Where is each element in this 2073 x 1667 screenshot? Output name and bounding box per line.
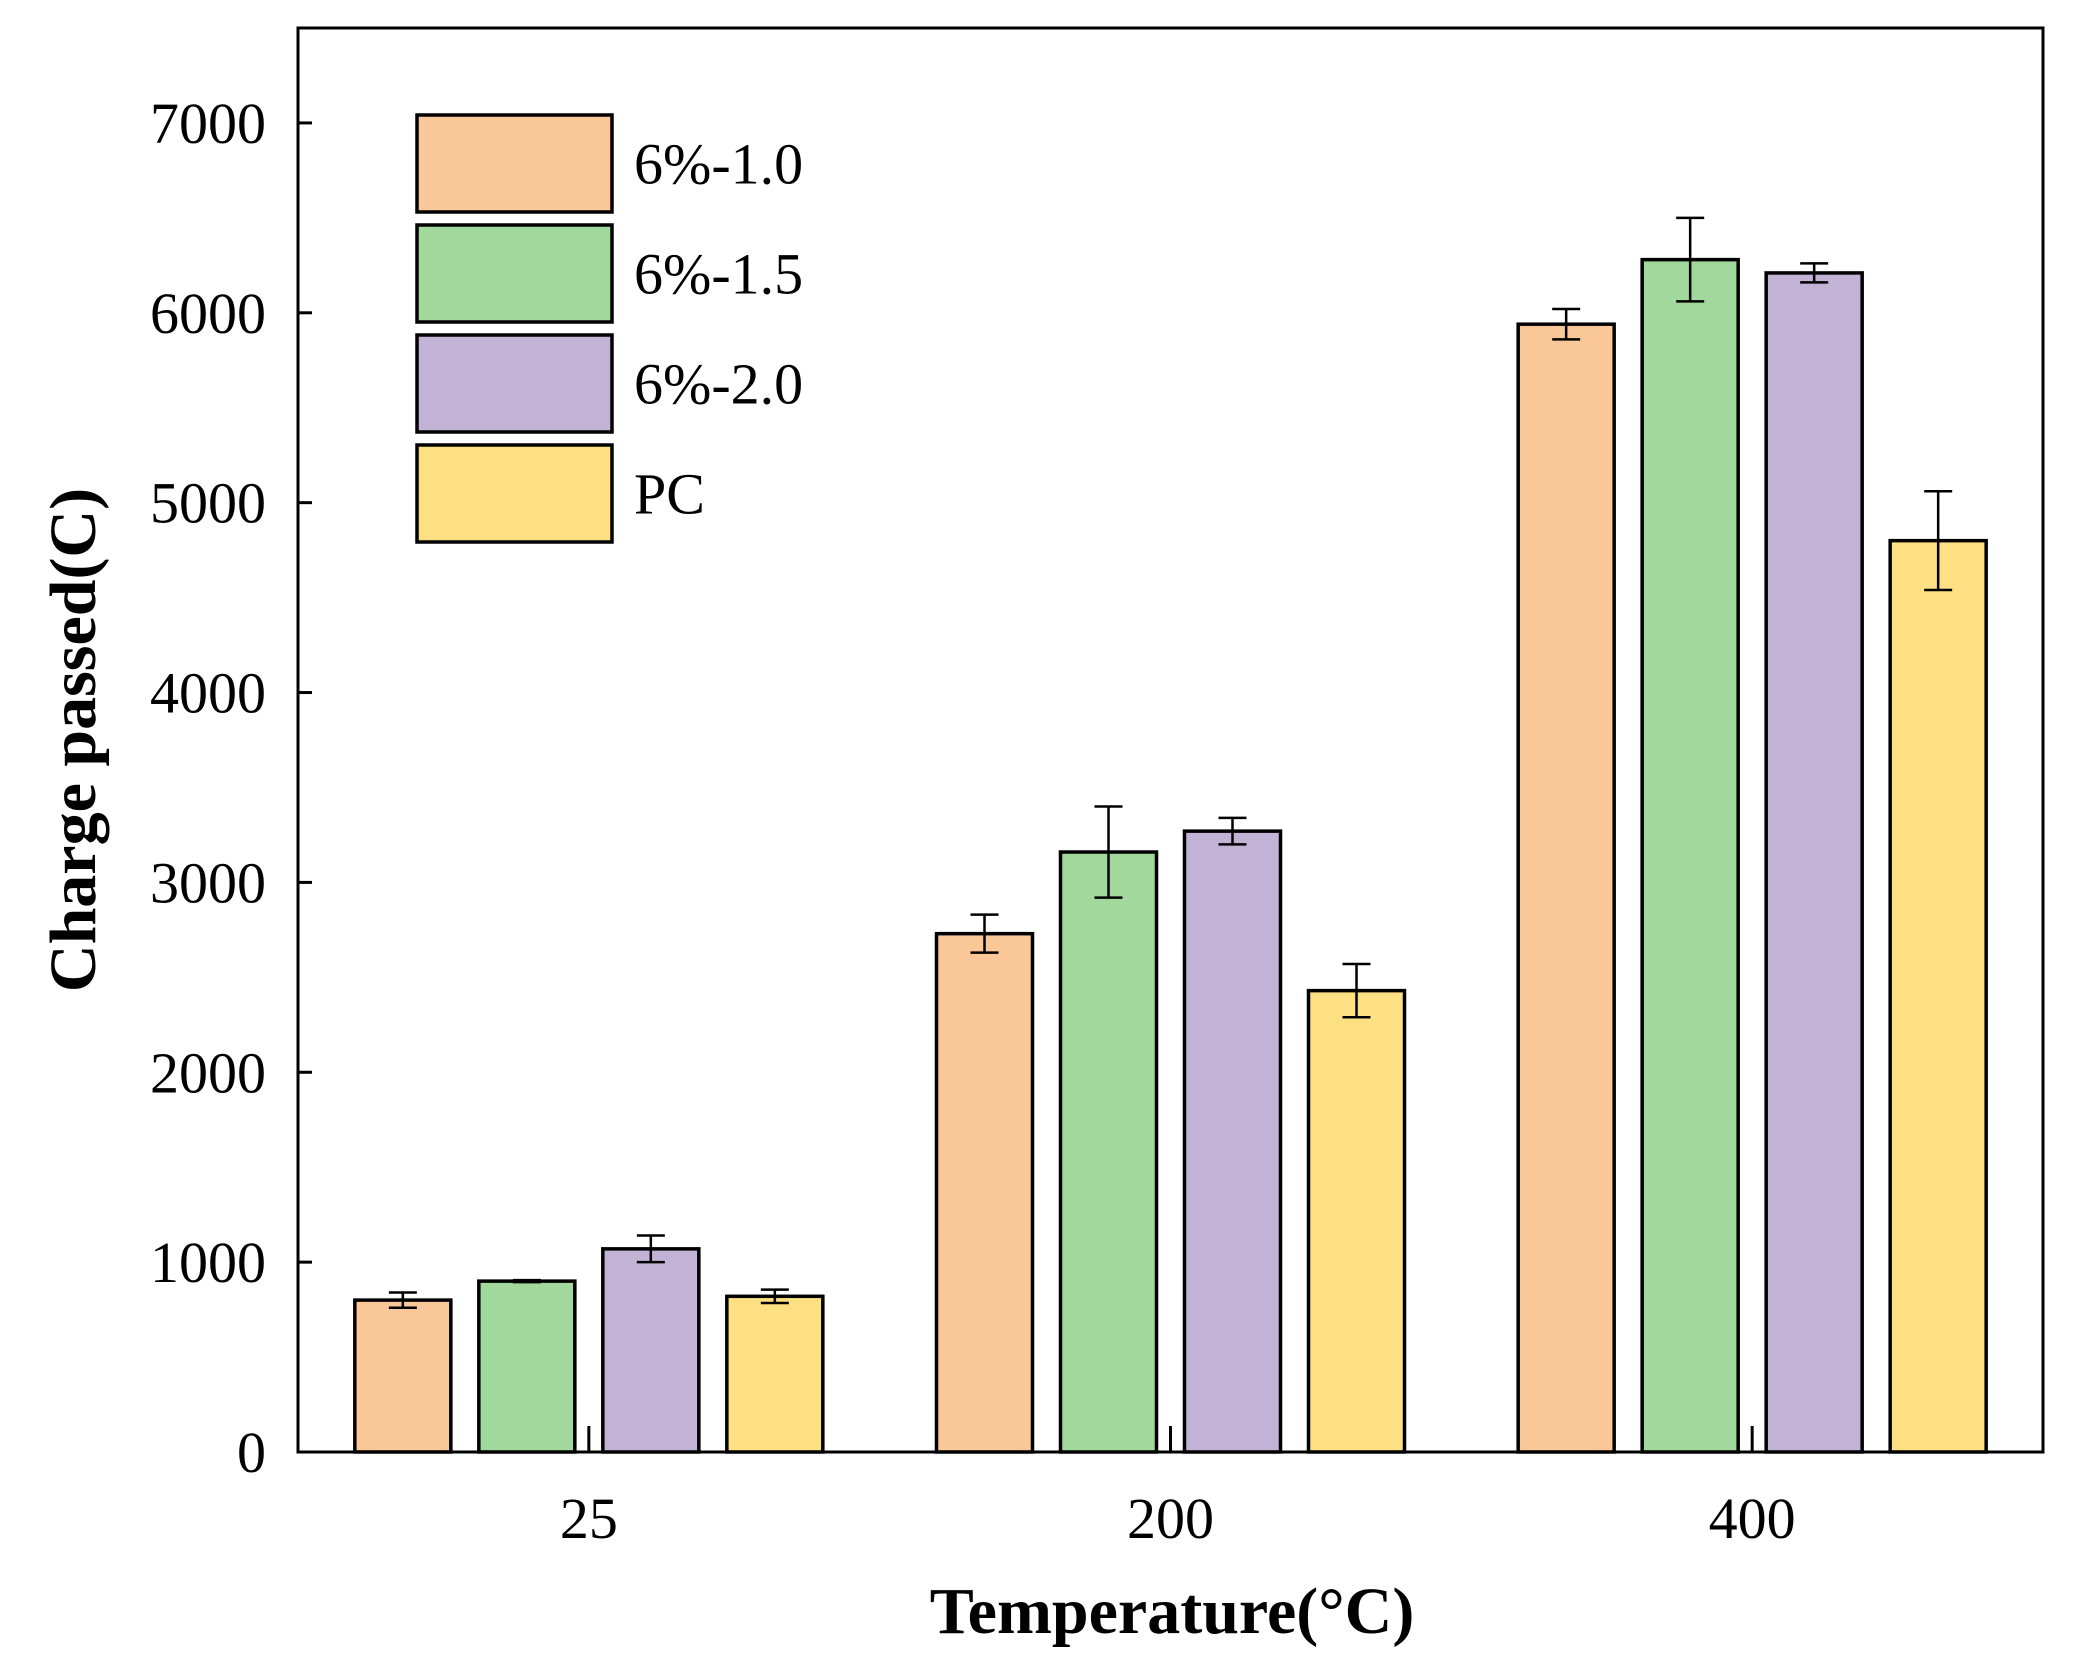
bar-6%-2.0-25 (601, 1247, 701, 1454)
legend-label: 6%-2.0 (634, 352, 803, 417)
x-tick-label: 25 (560, 1486, 618, 1551)
bar-6%-1.5-25 (477, 1279, 577, 1454)
legend-swatch-PC (415, 443, 614, 544)
y-axis: 0 1000 2000 3000 4000 5000 6000 7000 (150, 91, 312, 1485)
y-tick-label: 4000 (150, 661, 266, 726)
legend-label: 6%-1.0 (634, 132, 803, 197)
bar-6%-1.0-200 (934, 931, 1035, 1454)
y-tick-label: 7000 (150, 91, 266, 156)
bar-6%-2.0-200 (1182, 829, 1283, 1454)
bar-6%-1.5-200 (1058, 850, 1159, 1454)
y-tick-label: 3000 (150, 850, 266, 915)
bar-PC-400 (1888, 538, 1988, 1454)
bar-PC-25 (725, 1294, 825, 1454)
x-axis: 25 200 400 (560, 1426, 1796, 1551)
legend-swatch-6%-1.5 (415, 223, 614, 324)
y-tick-label: 1000 (150, 1230, 266, 1295)
legend-swatch-6%-2.0 (415, 333, 614, 434)
y-tick-label: 2000 (150, 1040, 266, 1105)
bar-6%-1.0-400 (1516, 322, 1616, 1454)
bar-6%-2.0-400 (1764, 271, 1864, 1454)
bar-PC-200 (1306, 988, 1407, 1454)
bars-layer (353, 257, 1988, 1454)
x-tick-label: 200 (1127, 1486, 1214, 1551)
legend-swatch-6%-1.0 (415, 113, 614, 214)
legend: 6%-1.0 6%-1.5 6%-2.0 PC (415, 113, 803, 544)
y-axis-title: Charge passed(C) (37, 488, 110, 992)
legend-label: 6%-1.5 (634, 242, 803, 307)
legend-label: PC (634, 462, 705, 527)
y-tick-label: 0 (237, 1420, 266, 1485)
y-tick-label: 6000 (150, 281, 266, 346)
bar-6%-1.0-25 (353, 1298, 453, 1454)
x-axis-title: Temperature(°C) (930, 1575, 1415, 1648)
error-bars-layer (388, 216, 1953, 1309)
y-tick-label: 5000 (150, 471, 266, 536)
bar-6%-1.5-400 (1640, 257, 1740, 1454)
x-tick-label: 400 (1709, 1486, 1796, 1551)
